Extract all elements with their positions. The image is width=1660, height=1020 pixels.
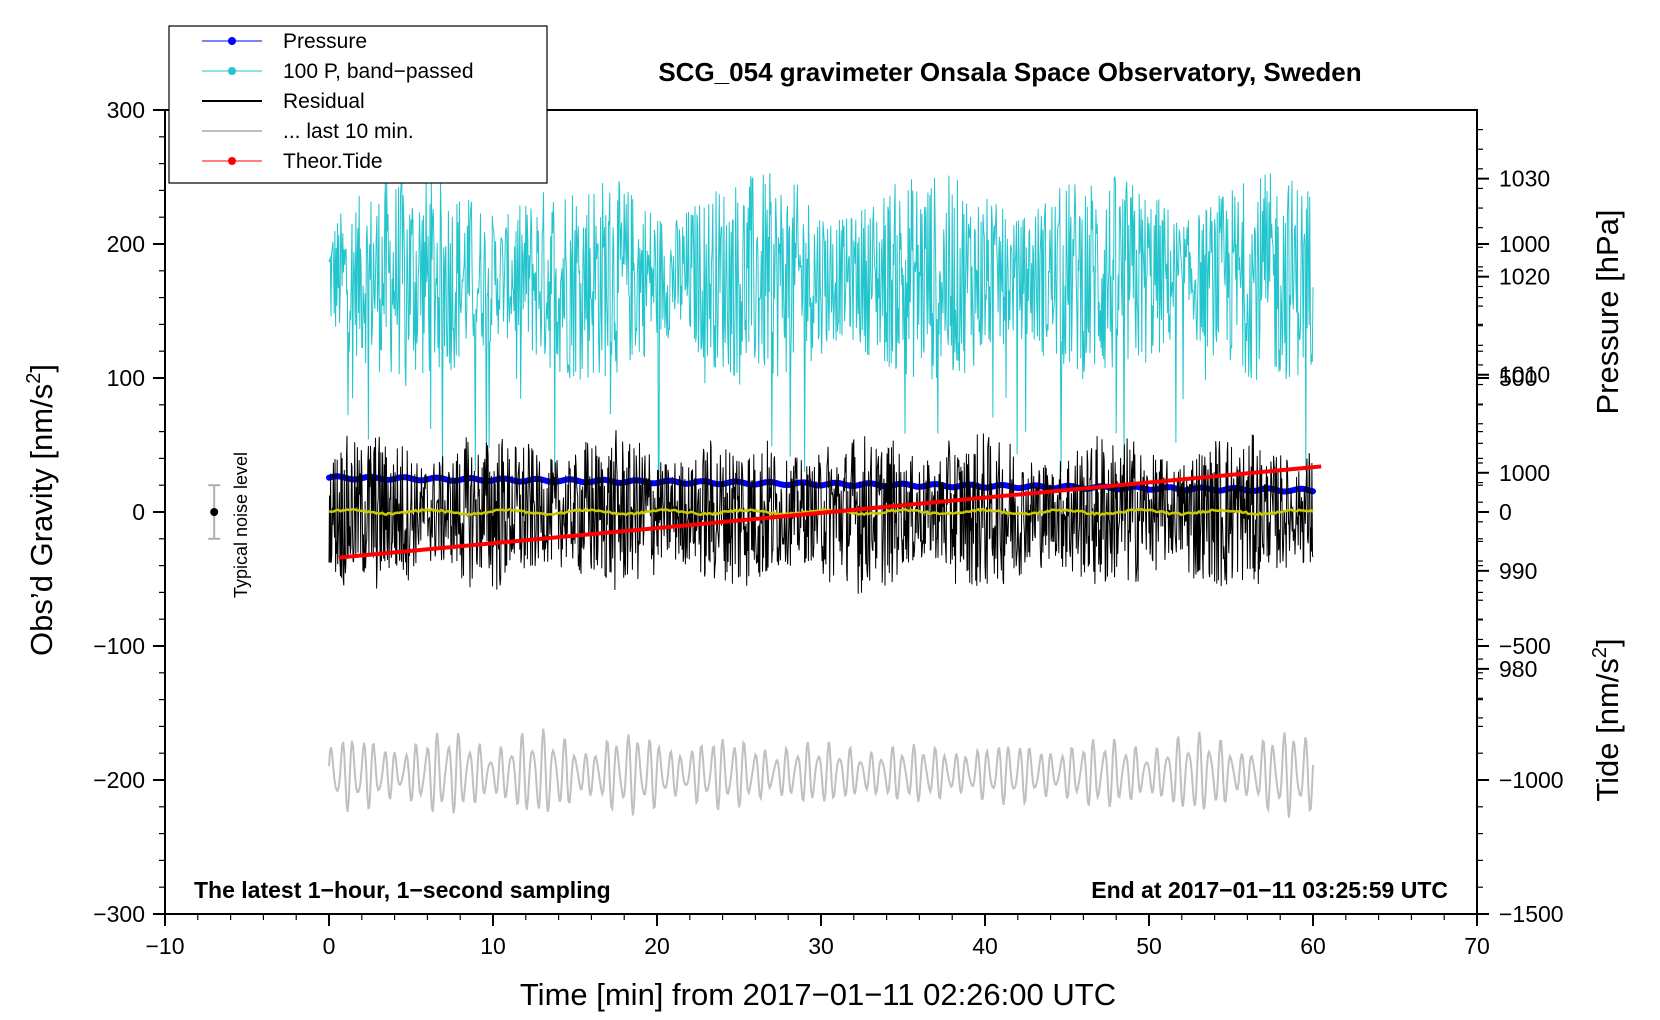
left-tick-label: 200: [107, 231, 145, 257]
series-last10: [328, 728, 1314, 818]
pressure-axis: 980 990 1000 1010 1020 1030: [1477, 129, 1550, 719]
legend-label: 100 P, band−passed: [283, 60, 474, 83]
noise-label: Typical noise level: [231, 452, 251, 598]
tide-tick-label: 0: [1499, 499, 1512, 525]
tide-tick-label: −500: [1499, 633, 1551, 659]
bandpassed-line: [328, 173, 1314, 473]
pressure-axis-title: Pressure [hPa]: [1590, 209, 1625, 414]
chart-title: SCG_054 gravimeter Onsala Space Observat…: [658, 57, 1361, 87]
tide-tick-label: 500: [1499, 365, 1537, 391]
x-tick-label: 70: [1464, 933, 1490, 959]
left-axis-title-end: ]: [24, 364, 59, 373]
tide-axis-title-text: Tide [nm/s: [1590, 658, 1625, 802]
x-tick-label: 20: [644, 933, 670, 959]
tide-axis-title-end: ]: [1590, 638, 1625, 647]
left-tick-label: −300: [93, 901, 145, 927]
series-residual-smoothed: [328, 507, 1314, 517]
x-axis: −10 0 10 20 30 40 50 60 70: [145, 914, 1490, 959]
pressure-tick-label: 1010: [1499, 362, 1550, 388]
x-tick-label: 50: [1136, 933, 1162, 959]
series-tide: [338, 464, 1322, 560]
left-tick-label: 0: [132, 499, 145, 525]
legend-marker: [228, 157, 236, 165]
legend: Pressure 100 P, band−passed Residual ... la…: [168, 25, 548, 184]
tide-tick-label: −1000: [1499, 767, 1564, 793]
legend-label: Theor.Tide: [283, 150, 383, 173]
smoothed-line: [328, 507, 1314, 517]
left-axis-title-text: Obs’d Gravity [nm/s: [24, 384, 59, 656]
tide-axis-title: Tide [nm/s2]: [1589, 638, 1625, 801]
x-tick-label: 10: [480, 933, 506, 959]
noise-level-indicator: [208, 484, 221, 540]
left-axis: −300 −200 −100 0 100 200 300: [93, 97, 165, 927]
series-residual: [328, 430, 1314, 594]
x-tick-label: 30: [808, 933, 834, 959]
left-axis-title-sup: 2: [23, 373, 45, 384]
left-tick-label: 100: [107, 365, 145, 391]
pressure-tick-label: 990: [1499, 558, 1537, 584]
tide-axis: −1500 −1000 −500 0 500 1000: [1477, 231, 1564, 927]
legend-box: [168, 25, 548, 184]
legend-marker: [228, 67, 236, 75]
tide-line: [338, 464, 1322, 560]
x-tick-label: −10: [145, 933, 184, 959]
legend-marker: [228, 37, 236, 45]
tide-tick-label: −1500: [1499, 901, 1564, 927]
legend-label: Residual: [283, 90, 365, 113]
pressure-tick-label: 1030: [1499, 166, 1550, 192]
pressure-tick-label: 1000: [1499, 460, 1550, 486]
note-end-time: End at 2017−01−11 03:25:59 UTC: [1091, 877, 1448, 903]
noise-bar-center: [210, 508, 219, 516]
legend-label: ... last 10 min.: [283, 120, 414, 143]
left-tick-label: −100: [93, 633, 145, 659]
left-tick-label: −200: [93, 767, 145, 793]
residual-line: [328, 430, 1314, 594]
tide-tick-label: 1000: [1499, 231, 1550, 257]
legend-label: Pressure: [283, 30, 367, 53]
x-tick-label: 0: [323, 933, 336, 959]
pressure-tick-label: 980: [1499, 656, 1537, 682]
note-sampling: The latest 1−hour, 1−second sampling: [194, 877, 611, 903]
x-axis-title: Time [min] from 2017−01−11 02:26:00 UTC: [520, 977, 1116, 1012]
tide-axis-title-sup: 2: [1589, 647, 1611, 658]
x-tick-label: 40: [972, 933, 998, 959]
pressure-tick-label: 1020: [1499, 264, 1550, 290]
left-tick-label: 300: [107, 97, 145, 123]
left-axis-title: Obs’d Gravity [nm/s2]: [23, 364, 59, 656]
x-tick-label: 60: [1300, 933, 1326, 959]
series-bandpassed: [328, 173, 1314, 473]
last10-line: [328, 728, 1314, 818]
